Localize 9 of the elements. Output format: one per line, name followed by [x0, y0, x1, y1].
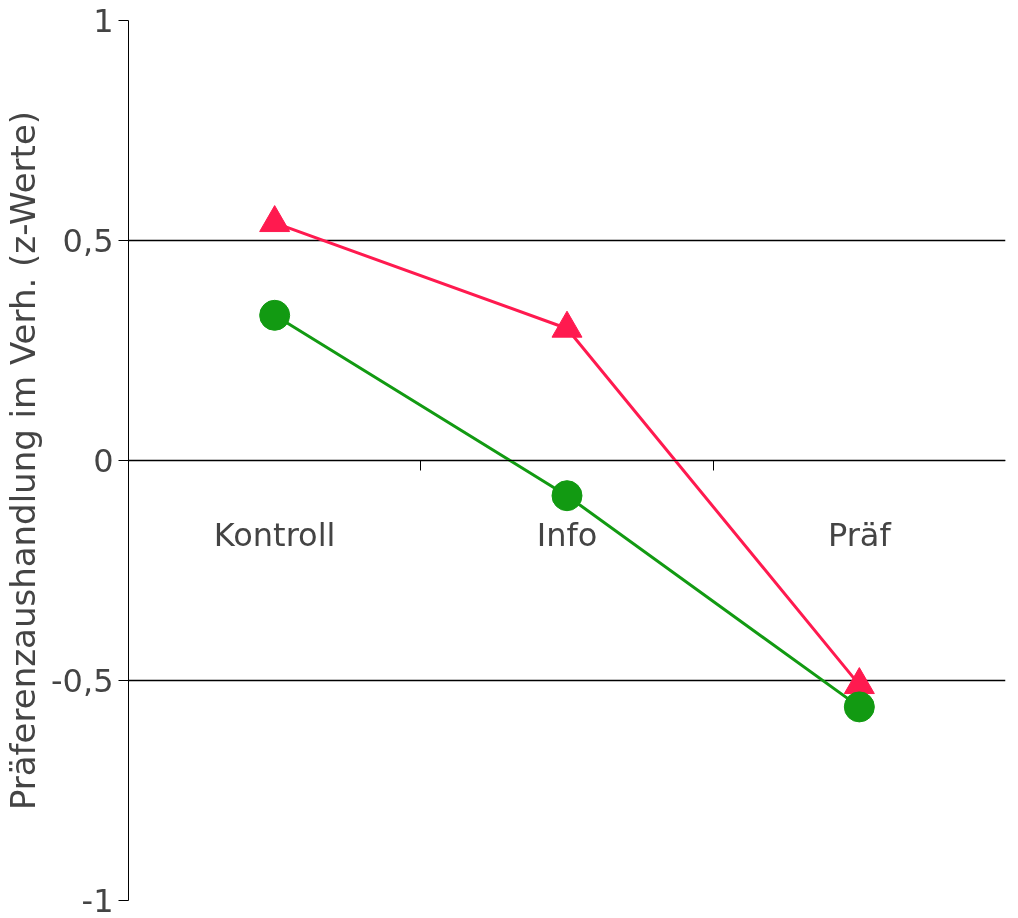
- y-tick-label: 0: [93, 442, 114, 480]
- y-tick-label: -0,5: [51, 662, 114, 700]
- y-tick-label: -1: [81, 882, 114, 918]
- x-tick-label: Kontroll: [213, 515, 336, 554]
- x-tick-label: Info: [536, 515, 598, 554]
- y-axis-title: Präferenzaushandlung im Verh. (z-Werte): [3, 110, 44, 811]
- y-tick-label: 0,5: [62, 222, 114, 260]
- x-tick-label: Präf: [827, 515, 892, 554]
- y-tick-label: 1: [93, 2, 114, 40]
